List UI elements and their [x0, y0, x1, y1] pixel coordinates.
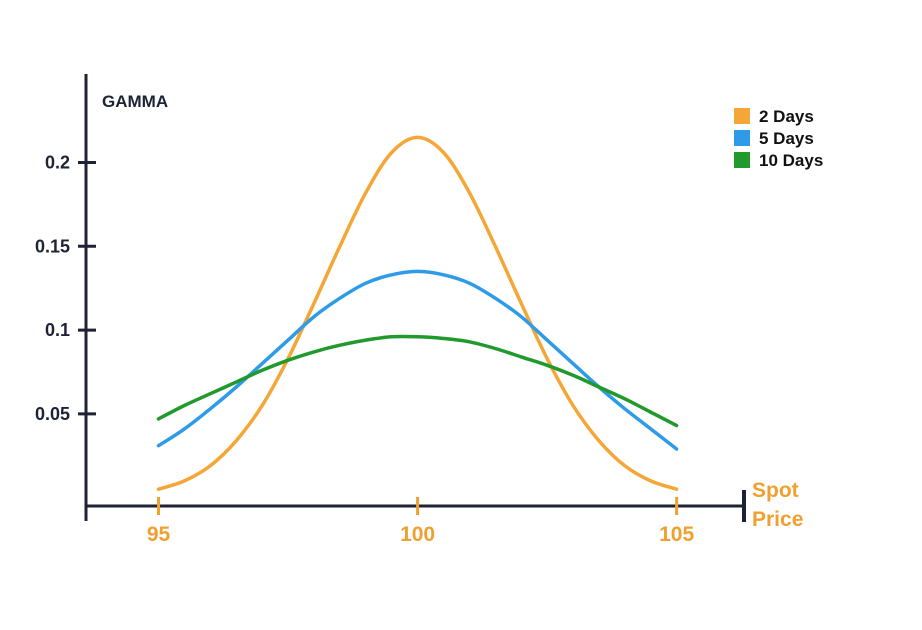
y-tick-label: 0.05	[35, 404, 70, 424]
x-tick-label: 105	[659, 523, 694, 546]
y-tick-label: 0.15	[35, 236, 70, 256]
series-line-2-days	[156, 135, 679, 491]
series-lines	[156, 135, 679, 491]
y-tick-label: 0.2	[45, 153, 70, 173]
series-line-5-days	[156, 269, 679, 451]
legend-swatch	[734, 152, 750, 168]
y-ticks: 0.05 0.1 0.15 0.2	[35, 153, 96, 424]
legend-label: 2 Days	[759, 107, 814, 126]
y-axis-label: GAMMA	[102, 92, 168, 111]
legend-label: 10 Days	[759, 151, 823, 170]
x-axis-label-line-2: Price	[752, 508, 803, 531]
x-axis-label-line-1: Spot	[752, 479, 799, 502]
legend-label: 5 Days	[759, 129, 814, 148]
y-tick-label: 0.1	[45, 320, 70, 340]
x-ticks: 95 100 105	[147, 497, 694, 546]
x-tick-label: 100	[400, 523, 435, 546]
legend: 2 Days 5 Days 10 Days	[734, 107, 823, 170]
legend-swatch	[734, 130, 750, 146]
series-line-10-days	[156, 334, 679, 428]
legend-swatch	[734, 108, 750, 124]
x-tick-label: 95	[147, 523, 171, 546]
